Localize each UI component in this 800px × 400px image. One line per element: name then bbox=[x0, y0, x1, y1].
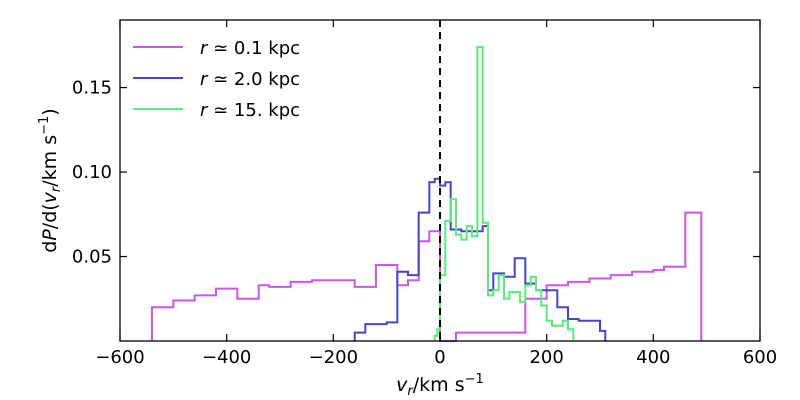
series-layer bbox=[151, 46, 703, 342]
histogram-series-2 bbox=[353, 177, 607, 341]
legend-label-2: r ≃ 2.0 kpc bbox=[200, 69, 300, 90]
x-axis-label: vr/km s−1 bbox=[396, 372, 484, 399]
x-tick-label: −200 bbox=[309, 347, 358, 368]
histogram-series-1 bbox=[151, 211, 703, 342]
x-tick-label: −600 bbox=[95, 347, 144, 368]
x-tick-label: 0 bbox=[434, 347, 445, 368]
y-tick-label: 0.10 bbox=[72, 162, 112, 183]
x-tick-label: 600 bbox=[743, 347, 777, 368]
y-tick-label: 0.05 bbox=[72, 247, 112, 268]
y-tick-label: 0.15 bbox=[72, 78, 112, 99]
legend-label-3: r ≃ 15. kpc bbox=[200, 100, 300, 121]
axis-ticks: −600 −400 −200 0 200 400 600 0.05 0.10 0.15 bbox=[72, 20, 777, 368]
x-tick-label: 200 bbox=[529, 347, 563, 368]
legend: r ≃ 0.1 kpc r ≃ 2.0 kpc r ≃ 15. kpc bbox=[133, 38, 300, 121]
histogram-series-3 bbox=[433, 46, 575, 341]
legend-label-1: r ≃ 0.1 kpc bbox=[200, 38, 300, 59]
x-tick-label: −400 bbox=[202, 347, 251, 368]
x-tick-label: 400 bbox=[636, 347, 670, 368]
y-axis-label: dP/d(vr/km s−1) bbox=[37, 108, 64, 252]
